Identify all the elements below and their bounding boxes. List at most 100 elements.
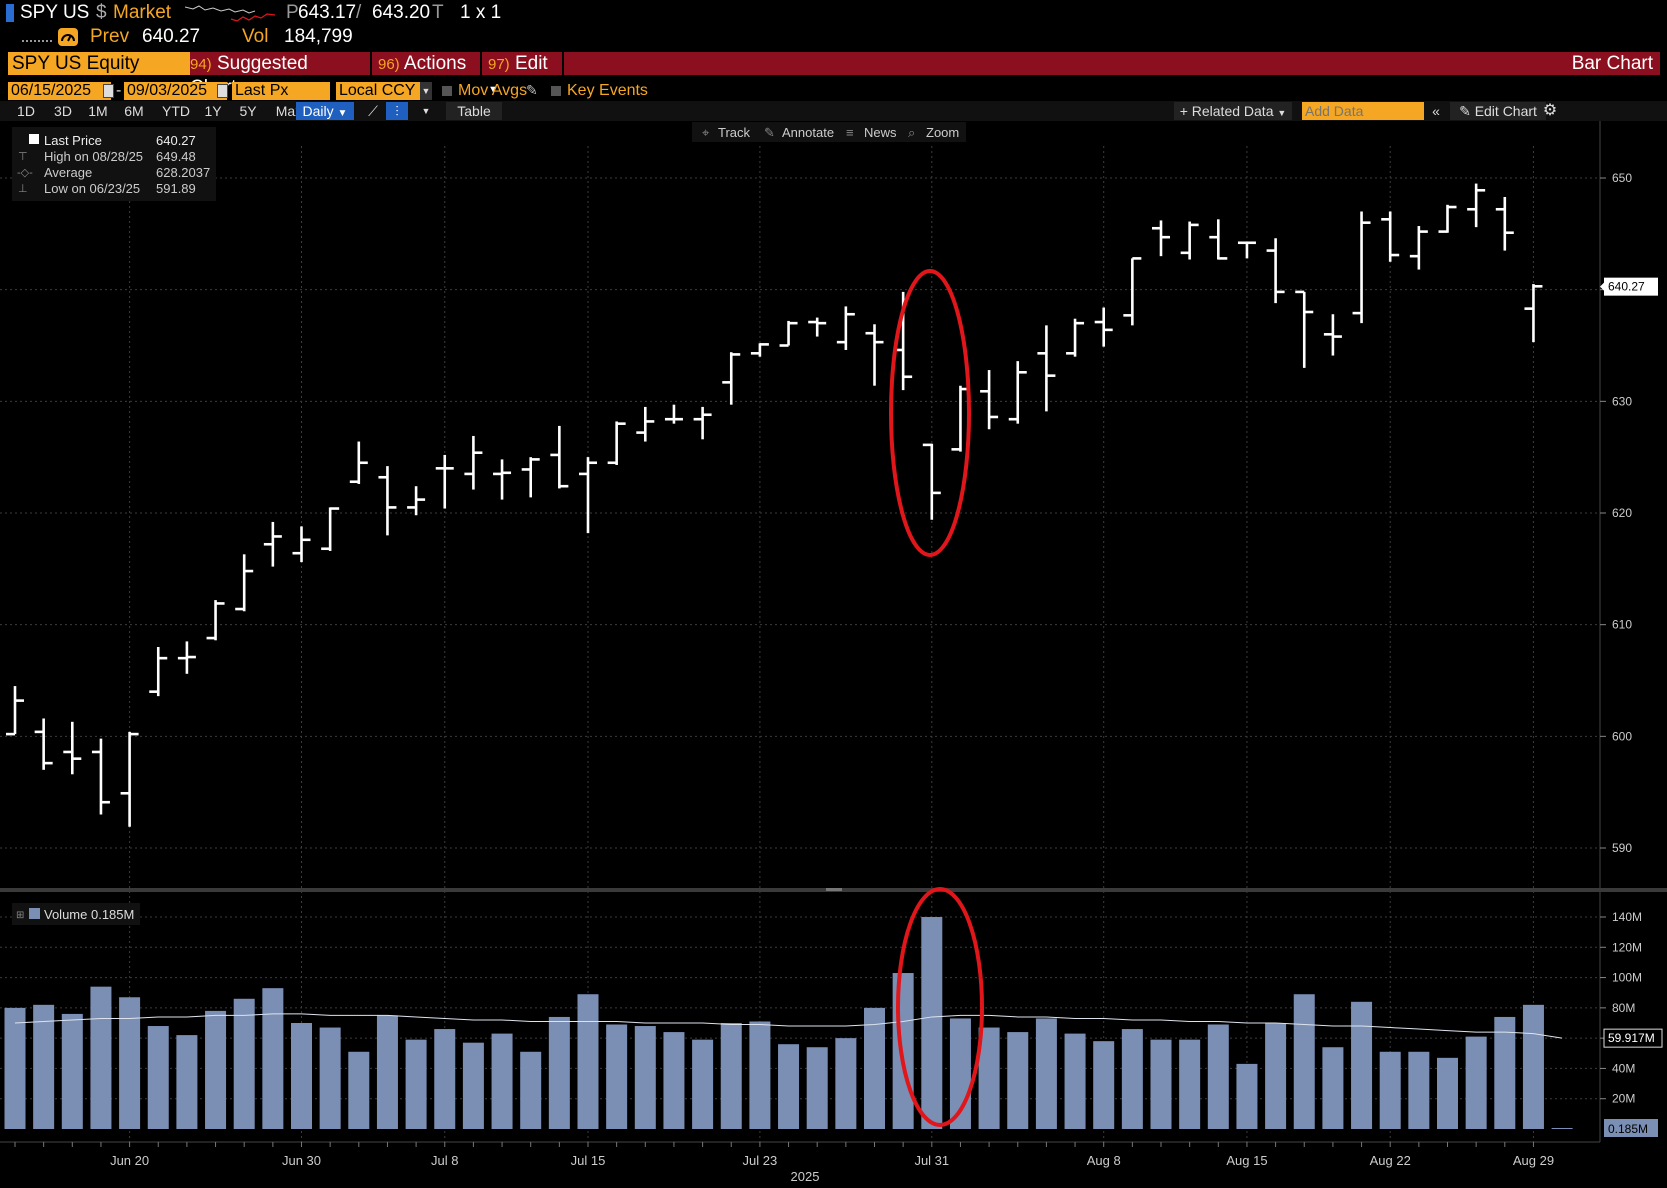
last-volume-label: 0.185M (1608, 1122, 1648, 1136)
volume-bar (1551, 1128, 1573, 1129)
chart-area[interactable]: 590600610620630640650640.27 20M40M60M80M… (0, 121, 1667, 1188)
volume-bar (33, 1004, 55, 1129)
field-select[interactable]: Last Px (232, 82, 330, 100)
mov-avgs-label[interactable]: Mov Avgs (458, 82, 528, 99)
plus-icon: + (1179, 103, 1188, 119)
volume-bar (1064, 1033, 1086, 1129)
market-label: Market (113, 2, 172, 23)
add-data-input[interactable] (1302, 102, 1424, 120)
period-label: Daily (302, 103, 334, 119)
volume-bar (1322, 1047, 1344, 1129)
volume-tick-label: 80M (1612, 1001, 1635, 1015)
x-tick-label: Aug 22 (1370, 1153, 1411, 1168)
start-date-input[interactable]: 06/15/2025 (8, 82, 111, 100)
quote-subheader: Prev 640.27 Vol 184,799 (0, 26, 1667, 50)
magnifier-icon: ⌕ (908, 125, 915, 140)
related-data-label: Related Data (1191, 103, 1274, 119)
key-events-checkbox[interactable] (551, 86, 561, 96)
divider-handle[interactable] (826, 888, 842, 891)
x-tick-label: Aug 8 (1087, 1153, 1121, 1168)
line-chart-icon[interactable]: ⟋ (368, 103, 378, 119)
range-button-ytd[interactable]: YTD (162, 103, 190, 119)
range-button-1y[interactable]: 1Y (204, 103, 222, 119)
expand-icon[interactable]: ⊞ (16, 910, 24, 921)
range-button-max[interactable]: Max (275, 103, 303, 119)
volume-bar (1035, 1018, 1057, 1129)
volume-annotation-ellipse[interactable] (896, 887, 984, 1127)
volume-bar (892, 973, 914, 1129)
key-events-label[interactable]: Key Events (567, 82, 648, 99)
volume-bar (520, 1051, 542, 1129)
chevron-down-icon[interactable]: ▼ (421, 106, 431, 116)
period-select[interactable]: Daily ▼ (296, 102, 354, 120)
volume-bar (1150, 1039, 1172, 1129)
ticker[interactable]: SPY US (20, 2, 90, 23)
bid-ask-separator: / (356, 2, 362, 23)
chart-tools: ⌖ Track ✎ Annotate ≡ News ⌕ Zoom (692, 122, 966, 142)
speedometer-icon[interactable] (58, 28, 78, 46)
currency-select[interactable]: Local CCY (336, 82, 424, 100)
security-field[interactable]: SPY US Equity (8, 52, 190, 75)
volume-bar (233, 998, 255, 1129)
volume-bar (577, 994, 599, 1129)
pencil-icon[interactable]: ✎ (526, 82, 538, 98)
volume-bar (1207, 1024, 1229, 1129)
volume-bar (1351, 1001, 1373, 1129)
bar-chart-icon[interactable]: ⫶ (386, 102, 408, 120)
average-marker-icon: -◇- (17, 167, 33, 179)
price-tick-label: 620 (1612, 506, 1632, 520)
x-tick-label: Jun 20 (110, 1153, 149, 1168)
edit-menu[interactable]: 97) Edit ▼ (482, 52, 564, 96)
volume-bar (4, 1007, 26, 1129)
price-tick-label: 650 (1612, 171, 1632, 185)
date-dash: - (116, 82, 122, 99)
range-button-3d[interactable]: 3D (54, 103, 72, 119)
related-data-button[interactable]: + Related Data ▼ (1174, 102, 1292, 120)
gear-icon[interactable]: ⚙ (1542, 102, 1558, 119)
volume-bar (1179, 1039, 1201, 1129)
volume-bar (462, 1042, 484, 1129)
volume-bar (1236, 1063, 1258, 1129)
track-tool[interactable]: Track (718, 125, 751, 140)
price-prefix: P (286, 2, 299, 23)
currency-symbol: $ (96, 2, 107, 23)
actions-menu[interactable]: 96) Actions ▼ (372, 52, 482, 96)
legend-value: 649.48 (156, 149, 196, 164)
range-button-6m[interactable]: 6M (124, 103, 144, 119)
zoom-tool[interactable]: Zoom (926, 125, 959, 140)
end-date-input[interactable]: 09/03/2025 (124, 82, 227, 100)
pencil-icon: ✎ (1459, 103, 1471, 119)
range-button-1m[interactable]: 1M (88, 103, 108, 119)
price-annotation-ellipse[interactable] (889, 269, 971, 557)
legend-background (12, 127, 216, 201)
suggested-charts-menu[interactable]: 94) Suggested Charts ▼ (184, 52, 372, 98)
news-tool[interactable]: News (864, 125, 897, 140)
sparkline-icon (185, 5, 276, 22)
x-tick-label: Jun 30 (282, 1153, 321, 1168)
ma-value-box (1603, 1028, 1663, 1048)
edit-chart-button[interactable]: ✎ Edit Chart (1450, 102, 1546, 120)
range-button-5y[interactable]: 5Y (239, 103, 257, 119)
table-button[interactable]: Table (446, 102, 502, 120)
high-marker-icon: ⊤ (18, 151, 28, 163)
calendar-icon[interactable] (217, 84, 228, 98)
mov-avgs-checkbox[interactable] (442, 86, 452, 96)
low-marker-icon: ⊥ (18, 183, 28, 195)
volume-bar (376, 1015, 398, 1129)
ticker-marker (6, 4, 14, 22)
chevron-down-icon[interactable]: ▼ (420, 82, 432, 100)
range-button-1d[interactable]: 1D (17, 103, 35, 119)
price-tick-label: 610 (1612, 618, 1632, 632)
last-price-label: 640.27 (1608, 280, 1645, 294)
last-price-pointer (1600, 281, 1605, 292)
legend-value: 628.2037 (156, 165, 210, 180)
quote-size: 1 x 1 (460, 2, 502, 23)
chevron-down-icon: ▼ (488, 84, 499, 96)
news-icon: ≡ (846, 125, 854, 140)
volume-legend-background (12, 903, 140, 925)
annotate-tool[interactable]: Annotate (782, 125, 834, 140)
calendar-icon[interactable] (103, 84, 114, 98)
collapse-icon[interactable]: « (1432, 103, 1440, 119)
volume-bar (1522, 1004, 1544, 1129)
